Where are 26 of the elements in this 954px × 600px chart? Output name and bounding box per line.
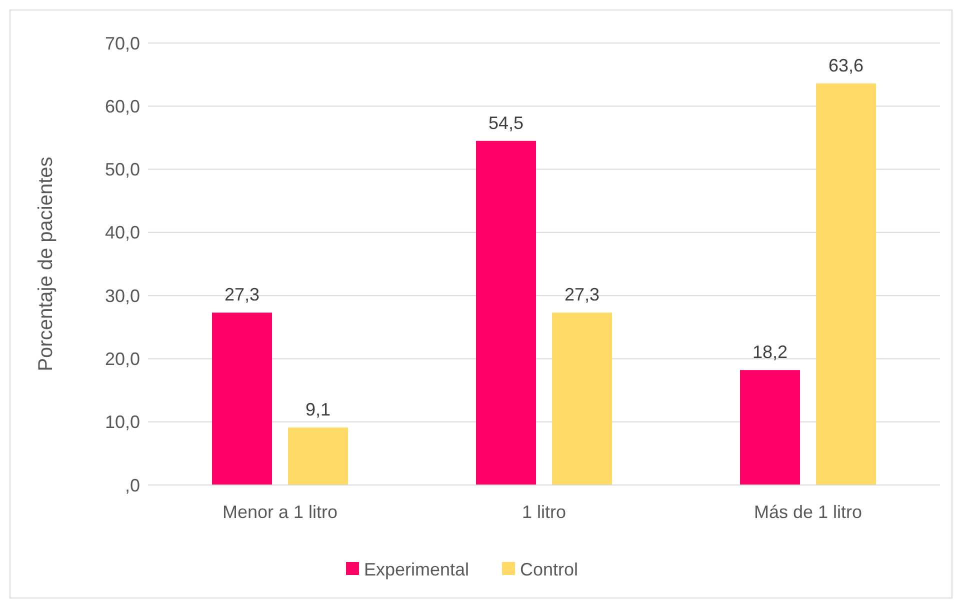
data-label: 27,3	[564, 284, 600, 305]
x-tick-label: 1 litro	[522, 502, 566, 522]
bar	[476, 140, 536, 485]
y-axis-title: Porcentaje de pacientes	[35, 156, 57, 372]
legend-label: Control	[520, 559, 578, 580]
data-label: 63,6	[828, 55, 864, 76]
data-label: 27,3	[224, 284, 260, 305]
y-tick-label: 70,0	[104, 33, 140, 54]
x-tick-label: Menor a 1 litro	[222, 502, 338, 522]
x-tick-label: Más de 1 litro	[754, 502, 862, 522]
data-label: 54,5	[488, 112, 524, 133]
bar	[816, 83, 876, 485]
y-tick-label: 30,0	[104, 286, 140, 306]
bar	[212, 312, 272, 485]
y-tick-label: ,0	[124, 475, 140, 496]
y-tick-label: 10,0	[104, 412, 140, 432]
data-label: 18,2	[752, 342, 788, 362]
bar	[740, 370, 800, 485]
y-tick-label: 50,0	[104, 160, 140, 180]
y-tick-label: 60,0	[104, 96, 140, 116]
y-tick-label: 40,0	[104, 222, 140, 243]
bar	[288, 428, 348, 485]
data-label: 9,1	[305, 400, 331, 420]
legend-label: Experimental	[364, 559, 470, 580]
y-tick-label: 20,0	[104, 349, 140, 370]
bar	[552, 312, 612, 485]
